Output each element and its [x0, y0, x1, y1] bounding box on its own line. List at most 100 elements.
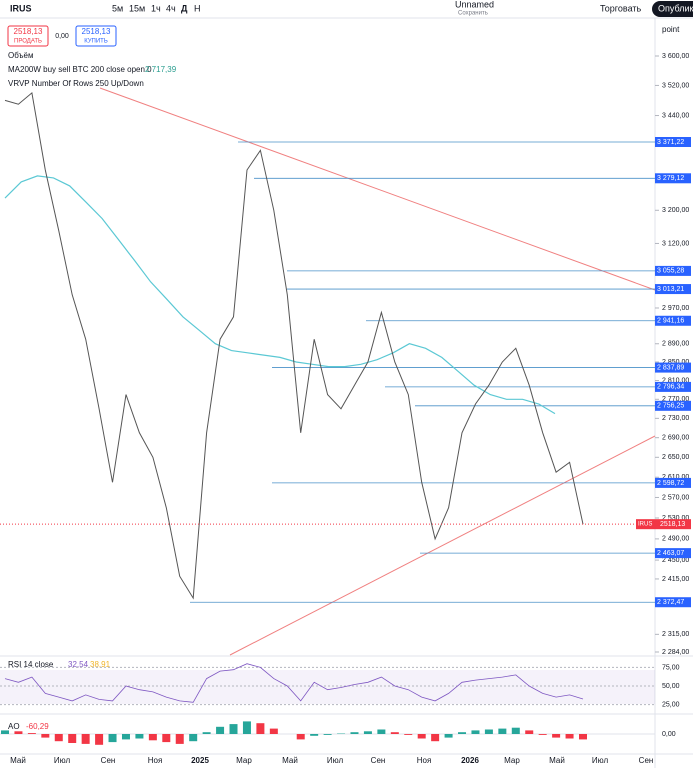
scale-unit: point: [662, 25, 680, 34]
vrvp-label: VRVP Number Of Rows 250 Up/Down: [8, 79, 144, 88]
y-tick-label: 3 200,00: [662, 207, 689, 214]
series-line: [5, 93, 583, 598]
y-tick-label: 2 315,00: [662, 631, 689, 638]
y-tick-label: 2 970,00: [662, 305, 689, 312]
ao-bar: [149, 734, 157, 740]
level-label: 2 796,34: [657, 384, 684, 391]
level-label: 2 837,89: [657, 364, 684, 371]
rsi-tick-label: 50,00: [662, 683, 680, 690]
ao-bar: [297, 734, 305, 739]
y-tick-label: 2 890,00: [662, 341, 689, 348]
y-tick-label: 3 120,00: [662, 240, 689, 247]
x-tick-label: 2026: [461, 756, 479, 765]
y-tick-label: 2 284,00: [662, 649, 689, 656]
trade-button[interactable]: Торговать: [600, 3, 642, 13]
ao-bar: [135, 734, 143, 739]
interval[interactable]: 4ч: [166, 3, 176, 13]
x-tick-label: Мар: [236, 756, 252, 765]
layout-name[interactable]: Unnamed: [455, 0, 494, 9]
layout-status: Сохранить: [458, 11, 488, 17]
ao-bar: [189, 734, 197, 741]
ao-bar: [203, 732, 211, 734]
ao-bar: [310, 734, 318, 736]
ao-tick-label: 0,00: [662, 731, 676, 738]
y-tick-label: 2 690,00: [662, 435, 689, 442]
level-label: 2 372,47: [657, 599, 684, 606]
ao-bar: [41, 734, 49, 738]
ao-bar: [270, 729, 278, 734]
ao-bar: [109, 734, 117, 742]
ao-bar: [431, 734, 439, 741]
ao-bar: [256, 723, 264, 734]
rsi-title: RSI 14 close: [8, 660, 54, 669]
rsi-tick-label: 25,00: [662, 701, 680, 708]
interval[interactable]: 15м: [129, 3, 145, 13]
x-tick-label: Июл: [327, 756, 344, 765]
x-tick-label: Ноя: [417, 756, 432, 765]
level-label: 2 756,25: [657, 403, 684, 410]
ao-bar: [539, 734, 547, 735]
ao-bar: [230, 724, 238, 734]
sell-price[interactable]: 2518,13: [14, 27, 43, 36]
publish-label[interactable]: Опубликовать: [658, 3, 693, 13]
volume-label: Объём: [8, 51, 34, 60]
ao-bar: [525, 730, 533, 734]
y-tick-label: 2 570,00: [662, 494, 689, 501]
x-tick-label: Мар: [504, 756, 520, 765]
last-price-label: 2518,13: [660, 521, 685, 528]
ao-bar: [404, 734, 412, 735]
y-tick-label: 3 600,00: [662, 53, 689, 60]
ao-bar: [95, 734, 103, 745]
x-tick-label: 2025: [191, 756, 209, 765]
ao-bar: [243, 721, 251, 734]
trend-line: [230, 436, 655, 655]
x-tick-label: Сен: [639, 756, 654, 765]
x-tick-label: Июл: [592, 756, 609, 765]
interval[interactable]: Н: [194, 3, 201, 13]
ao-bar: [1, 730, 9, 734]
ao-bar: [377, 730, 385, 735]
ao-bar: [68, 734, 76, 743]
ao-bar: [82, 734, 90, 744]
level-label: 2 941,16: [657, 318, 684, 325]
ao-bar: [176, 734, 184, 744]
symbol[interactable]: IRUS: [10, 3, 32, 13]
ao-bar: [364, 731, 372, 734]
level-label: 2 598,72: [657, 480, 684, 487]
ao-value: -60,29: [26, 722, 49, 731]
sell-label[interactable]: ПРОДАТЬ: [14, 39, 42, 45]
level-label: 3 371,22: [657, 139, 684, 146]
level-label: 2 463,07: [657, 550, 684, 557]
ao-bar: [579, 734, 587, 739]
y-tick-label: 2 650,00: [662, 454, 689, 461]
ao-bar: [566, 734, 574, 739]
ao-bar: [216, 727, 224, 734]
buy-label[interactable]: КУПИТЬ: [84, 39, 108, 45]
level-label: 3 279,12: [657, 175, 684, 182]
buy-price[interactable]: 2518,13: [82, 27, 111, 36]
ao-bar: [552, 734, 560, 738]
y-tick-label: 3 440,00: [662, 112, 689, 119]
spread: 0,00: [55, 33, 69, 40]
level-label: 3 055,28: [657, 268, 684, 275]
y-tick-label: 2 415,00: [662, 576, 689, 583]
level-label: 3 013,21: [657, 286, 684, 293]
x-tick-label: Сен: [101, 756, 116, 765]
ao-bar: [498, 729, 506, 734]
interval[interactable]: Д: [181, 3, 188, 13]
x-tick-label: Май: [282, 756, 298, 765]
interval[interactable]: 5м: [112, 3, 123, 13]
ao-bar: [350, 732, 358, 734]
ao-bar: [512, 728, 520, 734]
ao-bar: [28, 733, 36, 734]
ao-bar: [391, 732, 399, 734]
ao-bar: [162, 734, 170, 742]
rsi-tick-label: 75,00: [662, 664, 680, 671]
x-tick-label: Ноя: [148, 756, 163, 765]
ao-bar: [445, 734, 453, 738]
interval[interactable]: 1ч: [151, 3, 161, 13]
x-tick-label: Май: [10, 756, 26, 765]
ao-bar: [418, 734, 426, 739]
ao-bar: [122, 734, 130, 739]
